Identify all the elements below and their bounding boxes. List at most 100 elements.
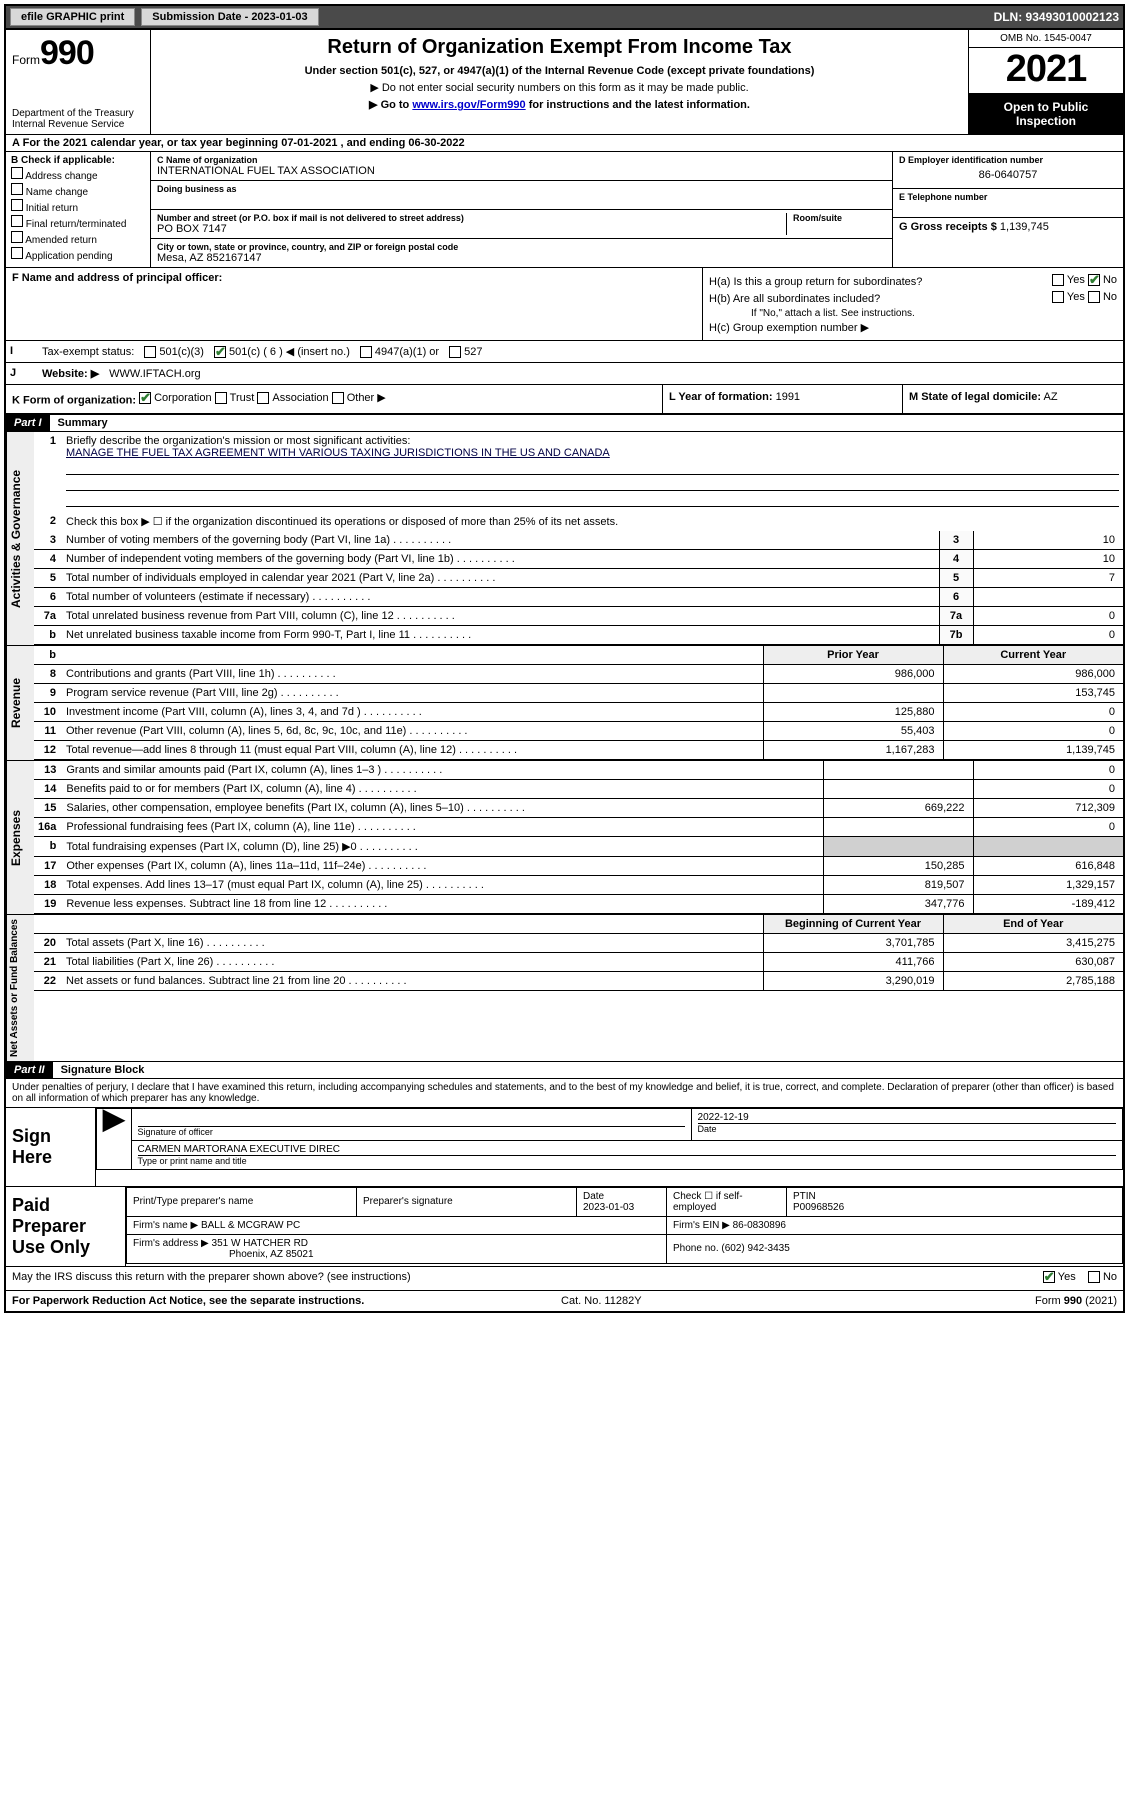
summary-row-7b: b Net unrelated business taxable income … [34,625,1123,644]
revenue-section: Revenue b Prior Year Current Year 8 Cont… [6,646,1123,761]
line-9: 9 Program service revenue (Part VIII, li… [34,683,1123,702]
sign-date-label: Date [698,1123,1116,1134]
form-header: Form990 Department of the Treasury Inter… [6,30,1123,135]
revenue-label: Revenue [6,646,34,760]
c-room-label: Room/suite [793,213,886,223]
part-ii-badge: Part II [6,1062,53,1078]
e-label: E Telephone number [899,192,1117,202]
ha-text: H(a) Is this a group return for subordin… [709,276,922,288]
hb-note: If "No," attach a list. See instructions… [709,308,1117,319]
form-note-link: ▶ Go to www.irs.gov/Form990 for instruct… [157,98,962,111]
period-row: A For the 2021 calendar year, or tax yea… [6,135,1123,152]
b-initial-return[interactable]: Initial return [11,199,145,214]
section-l: L Year of formation: 1991 [663,385,903,413]
header-title-block: Return of Organization Exempt From Incom… [151,30,968,134]
b-amended-return[interactable]: Amended return [11,231,145,246]
org-street: PO BOX 7147 [157,223,786,235]
c-street-row: Number and street (or P.O. box if mail i… [151,210,892,239]
i-501c3[interactable]: 501(c)(3) [144,346,204,358]
paid-preparer-label: Paid Preparer Use Only [6,1187,126,1266]
section-h: H(a) Is this a group return for subordin… [703,268,1123,340]
dln-label: DLN: 93493010002123 [994,10,1119,24]
b-name-change[interactable]: Name change [11,183,145,198]
hb-no[interactable]: No [1088,291,1117,303]
line-21: 21 Total liabilities (Part X, line 26) 4… [34,952,1123,971]
c-city-row: City or town, state or province, country… [151,239,892,267]
line-2-num: 2 [34,512,62,531]
c-dba-row: Doing business as [151,181,892,210]
netassets-body: Beginning of Current Year End of Year 20… [34,915,1123,1061]
c-street-label: Number and street (or P.O. box if mail i… [157,213,786,223]
sign-bracket: ▶ [97,1108,132,1169]
g-value: 1,139,745 [1000,221,1049,233]
k-other[interactable]: Other ▶ [332,391,386,404]
summary-row-7a: 7a Total unrelated business revenue from… [34,606,1123,625]
d-ein-row: D Employer identification number 86-0640… [893,152,1123,189]
firm-addr-row: Firm's address ▶ 351 W HATCHER RD Phoeni… [127,1234,667,1263]
section-m: M State of legal domicile: AZ [903,385,1123,413]
i-501c[interactable]: 501(c) ( 6 ) ◀ (insert no.) [214,345,350,358]
i-text: Tax-exempt status: [42,346,134,358]
b-final-return[interactable]: Final return/terminated [11,215,145,230]
omb-number: OMB No. 1545-0047 [969,30,1123,48]
end-year-hdr: End of Year [943,915,1123,934]
summary-numbered-rows: 3 Number of voting members of the govern… [34,531,1123,645]
b-application-pending[interactable]: Application pending [11,247,145,262]
officer-sig-cell[interactable]: Signature of officer [131,1108,691,1140]
i-527[interactable]: 527 [449,346,482,358]
expenses-label: Expenses [6,761,34,914]
line-20: 20 Total assets (Part X, line 16) 3,701,… [34,933,1123,952]
summary-row-6: 6 Total number of volunteers (estimate i… [34,587,1123,606]
form-title: Return of Organization Exempt From Incom… [157,36,962,59]
j-body: Website: ▶ WWW.IFTACH.org [36,363,1123,384]
c-dba-label: Doing business as [157,184,886,194]
discuss-yes[interactable]: Yes [1043,1271,1076,1283]
website-link[interactable]: WWW.IFTACH.org [109,368,200,380]
j-text: Website: ▶ [42,367,99,380]
summary-lines: 1 Briefly describe the organization's mi… [34,432,1123,531]
header-left: Form990 Department of the Treasury Inter… [6,30,151,134]
g-receipts-row: G Gross receipts $ 1,139,745 [893,218,1123,236]
submission-date: Submission Date - 2023-01-03 [141,8,318,26]
discuss-no[interactable]: No [1088,1271,1117,1283]
firm-ein-row: Firm's EIN ▶ 86-0830896 [667,1216,1123,1234]
officer-name-cell: CARMEN MARTORANA EXECUTIVE DIREC Type or… [131,1140,1122,1169]
part-ii-title: Signature Block [53,1062,153,1078]
hc-text: H(c) Group exemption number ▶ [709,321,869,334]
e-phone-row: E Telephone number [893,189,1123,218]
i-4947[interactable]: 4947(a)(1) or [360,346,439,358]
ha-yesno: Yes No [1052,274,1117,289]
k-trust[interactable]: Trust [215,392,255,404]
prior-year-hdr: Prior Year [763,646,943,665]
part-i-title: Summary [50,415,116,431]
paid-preparer-fields: Print/Type preparer's name Preparer's si… [126,1187,1123,1266]
expenses-section: Expenses 13 Grants and similar amounts p… [6,761,1123,915]
footer-right: Form 990 (2021) [1035,1295,1117,1307]
k-assoc[interactable]: Association [257,392,328,404]
b-address-change[interactable]: Address change [11,167,145,182]
d-label: D Employer identification number [899,155,1117,165]
h-a-row: H(a) Is this a group return for subordin… [709,274,1117,289]
line-10: 10 Investment income (Part VIII, column … [34,702,1123,721]
section-j: J Website: ▶ WWW.IFTACH.org [6,363,1123,385]
mission-text: MANAGE THE FUEL TAX AGREEMENT WITH VARIO… [66,447,610,459]
q1: Briefly describe the organization's miss… [66,435,410,447]
klm-row: K Form of organization: Corporation Trus… [6,385,1123,415]
ha-yes[interactable]: Yes [1052,274,1085,286]
officer-name-label: Type or print name and title [138,1155,1116,1166]
hb-yes[interactable]: Yes [1052,291,1085,303]
f-label: F Name and address of principal officer: [12,272,222,284]
efile-print-button[interactable]: efile GRAPHIC print [10,8,135,26]
irs-link[interactable]: www.irs.gov/Form990 [412,99,525,111]
section-k: K Form of organization: Corporation Trus… [6,385,663,413]
discuss-row: May the IRS discuss this return with the… [6,1266,1123,1290]
k-corp[interactable]: Corporation [139,392,211,404]
current-year-hdr: Current Year [943,646,1123,665]
line-18: 18 Total expenses. Add lines 13–17 (must… [34,875,1123,894]
summary-row-5: 5 Total number of individuals employed i… [34,568,1123,587]
section-b: B Check if applicable: Address change Na… [6,152,151,267]
prep-selfemp[interactable]: Check ☐ if self-employed [667,1187,787,1216]
period-a-text: For the 2021 calendar year, or tax year … [23,137,465,149]
ha-no[interactable]: No [1088,274,1117,286]
public-inspection: Open to Public Inspection [969,94,1123,134]
